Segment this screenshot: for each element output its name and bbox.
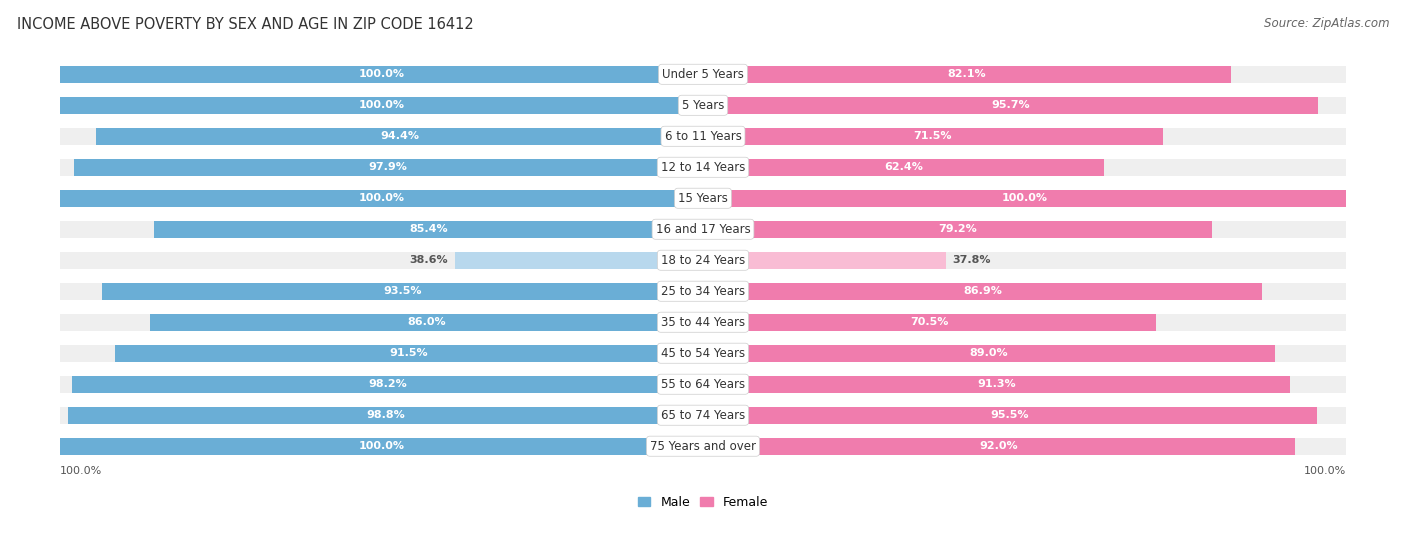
Bar	[703, 97, 1319, 114]
Text: 100.0%: 100.0%	[359, 100, 405, 110]
Text: 12 to 14 Years: 12 to 14 Years	[661, 161, 745, 174]
Bar	[703, 159, 1346, 176]
Bar	[60, 438, 703, 454]
Text: 91.5%: 91.5%	[389, 348, 429, 358]
Bar	[703, 66, 1230, 83]
Text: 91.3%: 91.3%	[977, 379, 1017, 389]
Text: 45 to 54 Years: 45 to 54 Years	[661, 347, 745, 360]
Text: 98.8%: 98.8%	[366, 410, 405, 420]
Text: INCOME ABOVE POVERTY BY SEX AND AGE IN ZIP CODE 16412: INCOME ABOVE POVERTY BY SEX AND AGE IN Z…	[17, 17, 474, 32]
Text: 6 to 11 Years: 6 to 11 Years	[665, 130, 741, 143]
Bar	[60, 221, 703, 238]
Bar	[60, 97, 703, 114]
Legend: Male, Female: Male, Female	[633, 491, 773, 514]
Text: 35 to 44 Years: 35 to 44 Years	[661, 316, 745, 329]
Bar	[96, 128, 703, 145]
Text: 55 to 64 Years: 55 to 64 Years	[661, 378, 745, 391]
Text: 75 Years and over: 75 Years and over	[650, 440, 756, 453]
Text: 37.8%: 37.8%	[952, 255, 991, 265]
Bar	[60, 97, 703, 114]
Text: 82.1%: 82.1%	[948, 69, 986, 79]
Text: 94.4%: 94.4%	[380, 131, 419, 141]
Bar	[703, 159, 1104, 176]
Bar	[703, 314, 1156, 331]
Bar	[703, 314, 1346, 331]
Bar	[703, 190, 1346, 207]
Bar	[150, 314, 703, 331]
Text: 100.0%: 100.0%	[1303, 466, 1346, 476]
Text: 79.2%: 79.2%	[938, 224, 977, 234]
Bar	[60, 190, 703, 207]
Text: 65 to 74 Years: 65 to 74 Years	[661, 409, 745, 421]
Bar	[703, 97, 1346, 114]
Bar	[703, 283, 1261, 300]
Bar	[60, 283, 703, 300]
Bar	[60, 438, 703, 454]
Bar	[454, 252, 703, 269]
Text: 70.5%: 70.5%	[911, 317, 949, 327]
Bar	[703, 438, 1295, 454]
Bar	[60, 66, 703, 83]
Text: 18 to 24 Years: 18 to 24 Years	[661, 254, 745, 267]
Bar	[703, 345, 1275, 362]
Bar	[703, 283, 1346, 300]
Bar	[115, 345, 703, 362]
Bar	[703, 345, 1346, 362]
Text: 97.9%: 97.9%	[368, 162, 408, 172]
Bar	[60, 66, 703, 83]
Text: Source: ZipAtlas.com: Source: ZipAtlas.com	[1264, 17, 1389, 30]
Bar	[60, 128, 703, 145]
Bar	[703, 128, 1346, 145]
Bar	[703, 252, 946, 269]
Text: 100.0%: 100.0%	[359, 193, 405, 203]
Text: 85.4%: 85.4%	[409, 224, 447, 234]
Bar	[60, 376, 703, 393]
Text: 89.0%: 89.0%	[970, 348, 1008, 358]
Bar	[703, 252, 1346, 269]
Bar	[60, 345, 703, 362]
Text: 86.9%: 86.9%	[963, 286, 1002, 296]
Text: 100.0%: 100.0%	[359, 69, 405, 79]
Bar	[703, 438, 1346, 454]
Bar	[60, 190, 703, 207]
Bar	[703, 221, 1212, 238]
Bar	[703, 66, 1346, 83]
Text: 5 Years: 5 Years	[682, 99, 724, 112]
Text: 95.7%: 95.7%	[991, 100, 1031, 110]
Text: 86.0%: 86.0%	[408, 317, 446, 327]
Bar	[72, 376, 703, 393]
Text: 15 Years: 15 Years	[678, 192, 728, 205]
Bar	[703, 407, 1317, 424]
Bar	[703, 221, 1346, 238]
Bar	[60, 314, 703, 331]
Text: 100.0%: 100.0%	[60, 466, 103, 476]
Bar	[67, 407, 703, 424]
Bar	[101, 283, 703, 300]
Text: 95.5%: 95.5%	[991, 410, 1029, 420]
Text: 93.5%: 93.5%	[384, 286, 422, 296]
Bar	[703, 128, 1163, 145]
Text: Under 5 Years: Under 5 Years	[662, 68, 744, 81]
Bar	[703, 407, 1346, 424]
Bar	[60, 407, 703, 424]
Bar	[703, 376, 1291, 393]
Bar	[703, 376, 1346, 393]
Bar	[73, 159, 703, 176]
Bar	[703, 190, 1346, 207]
Bar	[60, 252, 703, 269]
Bar	[60, 159, 703, 176]
Text: 38.6%: 38.6%	[409, 255, 449, 265]
Text: 98.2%: 98.2%	[368, 379, 406, 389]
Text: 25 to 34 Years: 25 to 34 Years	[661, 285, 745, 298]
Text: 100.0%: 100.0%	[1001, 193, 1047, 203]
Text: 16 and 17 Years: 16 and 17 Years	[655, 222, 751, 236]
Bar	[153, 221, 703, 238]
Text: 71.5%: 71.5%	[914, 131, 952, 141]
Text: 92.0%: 92.0%	[980, 441, 1018, 451]
Text: 62.4%: 62.4%	[884, 162, 924, 172]
Text: 100.0%: 100.0%	[359, 441, 405, 451]
